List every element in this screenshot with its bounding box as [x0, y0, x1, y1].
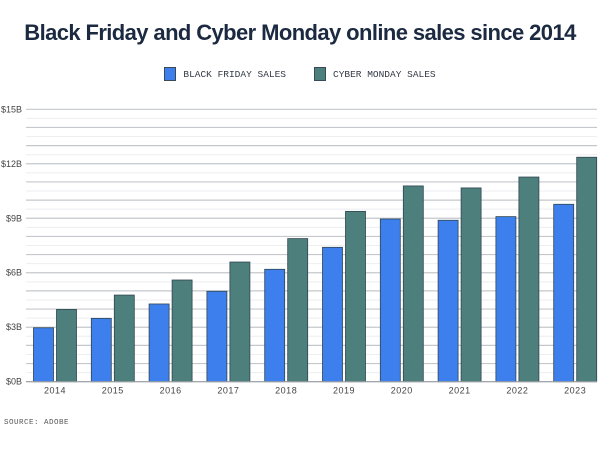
legend-swatch-black-friday: [164, 67, 177, 81]
legend-item-black-friday: BLACK FRIDAY SALES: [164, 67, 286, 81]
bar-cyber-monday-2017: [229, 261, 251, 383]
y-tick-label: $0B: [6, 377, 22, 387]
legend-item-cyber-monday: CYBER MONDAY SALES: [314, 67, 436, 81]
bar-cyber-monday-2015: [113, 294, 135, 383]
bar-cyber-monday-2021: [460, 187, 482, 383]
x-tick-label: 2014: [44, 386, 66, 396]
x-tick-label: 2021: [449, 386, 471, 396]
bar-cyber-monday-2023: [576, 156, 598, 383]
y-tick-label: $3B: [6, 322, 22, 332]
bar-cyber-monday-2022: [518, 176, 540, 383]
chart-title: Black Friday and Cyber Monday online sal…: [24, 20, 576, 45]
x-tick-label: 2017: [217, 386, 239, 396]
y-tick-label: $12B: [1, 159, 22, 169]
bar-black-friday-2017: [206, 290, 228, 383]
bar-black-friday-2019: [322, 246, 343, 383]
x-tick-label: 2019: [333, 386, 355, 396]
legend-label-cyber-monday: CYBER MONDAY SALES: [333, 68, 436, 80]
bar-black-friday-2023: [553, 203, 575, 383]
x-tick-label: 2015: [102, 386, 124, 396]
legend: BLACK FRIDAY SALES CYBER MONDAY SALES: [0, 67, 600, 81]
bar-black-friday-2014: [33, 327, 54, 383]
bar-cyber-monday-2020: [402, 185, 424, 383]
legend-swatch-cyber-monday: [314, 67, 326, 81]
bar-cyber-monday-2014: [56, 309, 77, 383]
y-tick-label: $6B: [6, 268, 22, 278]
x-tick-label: 2020: [391, 386, 413, 396]
bar-black-friday-2021: [437, 219, 459, 383]
bar-black-friday-2016: [148, 303, 170, 383]
x-tick-label: 2022: [506, 386, 528, 396]
bar-black-friday-2022: [495, 216, 517, 383]
x-tick-label: 2018: [275, 386, 297, 396]
bar-cyber-monday-2016: [171, 279, 193, 383]
source-note: SOURCE: ADOBE: [4, 419, 70, 427]
bar-black-friday-2020: [379, 218, 401, 383]
bar-cyber-monday-2018: [287, 238, 309, 383]
legend-label-black-friday: BLACK FRIDAY SALES: [183, 68, 286, 80]
bar-black-friday-2018: [264, 268, 286, 383]
y-tick-label: $9B: [6, 213, 22, 223]
bar-cyber-monday-2019: [345, 210, 366, 383]
bar-black-friday-2015: [90, 317, 112, 383]
y-tick-label: $15B: [1, 104, 22, 114]
x-tick-label: 2016: [160, 386, 182, 396]
x-tick-label: 2023: [564, 386, 586, 396]
